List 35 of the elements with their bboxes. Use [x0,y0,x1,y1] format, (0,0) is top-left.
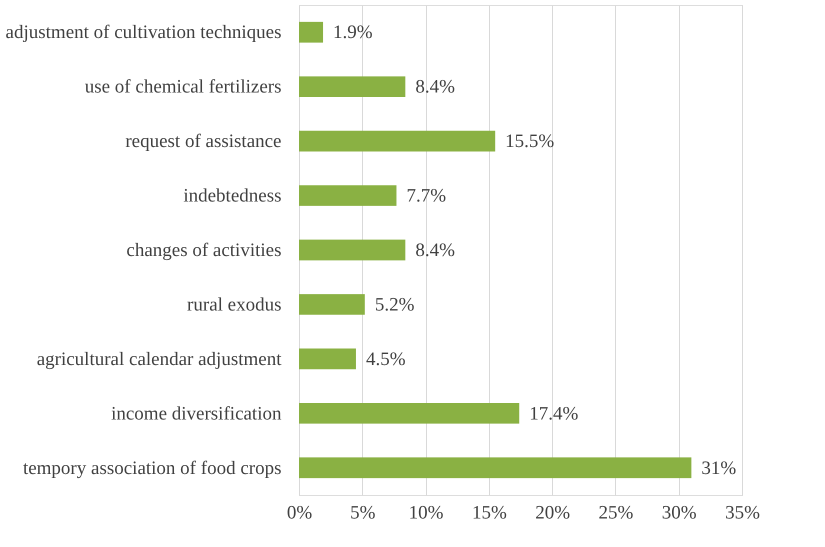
y-tick-label: agricultural calendar adjustment [36,348,282,370]
y-tick-label: tempory association of food crops [22,458,282,479]
y-tick-label: income diversification [111,403,282,424]
x-tick-label: 25% [598,502,634,524]
bar [299,402,520,424]
bar [299,240,406,260]
x-tick-label: 10% [408,502,444,524]
data-label: 17.4% [529,403,578,424]
bar [299,294,365,315]
bar [299,348,356,370]
y-tick-label: request of assistance [125,131,282,152]
x-tick-label: 15% [472,502,507,524]
data-label: 7.7% [406,186,446,207]
y-tick-label: changes of activities [126,240,282,261]
bar [299,130,496,152]
x-tick-label: 30% [662,502,697,524]
data-label: 1.9% [333,22,373,44]
data-label: 15.5% [505,131,554,152]
bar [299,185,396,206]
data-label: 31% [701,458,736,479]
bar [299,457,692,478]
x-tick-label: 35% [725,502,760,524]
data-label: 8.4% [415,240,456,261]
y-tick-label: adjustment of cultivation techniques [6,22,282,44]
data-label: 8.4% [415,76,456,98]
y-tick-label: indebtedness [183,186,282,207]
y-tick-label: use of chemical fertilizers [84,76,282,98]
x-tick-label: 0% [286,502,312,524]
bar [299,22,324,43]
data-label: 4.5% [366,348,406,370]
x-tick-label: 5% [350,502,376,524]
y-tick-label: rural exodus [187,294,282,316]
x-tick-label: 20% [535,502,570,524]
bar [299,76,406,98]
data-label: 5.2% [374,294,415,316]
